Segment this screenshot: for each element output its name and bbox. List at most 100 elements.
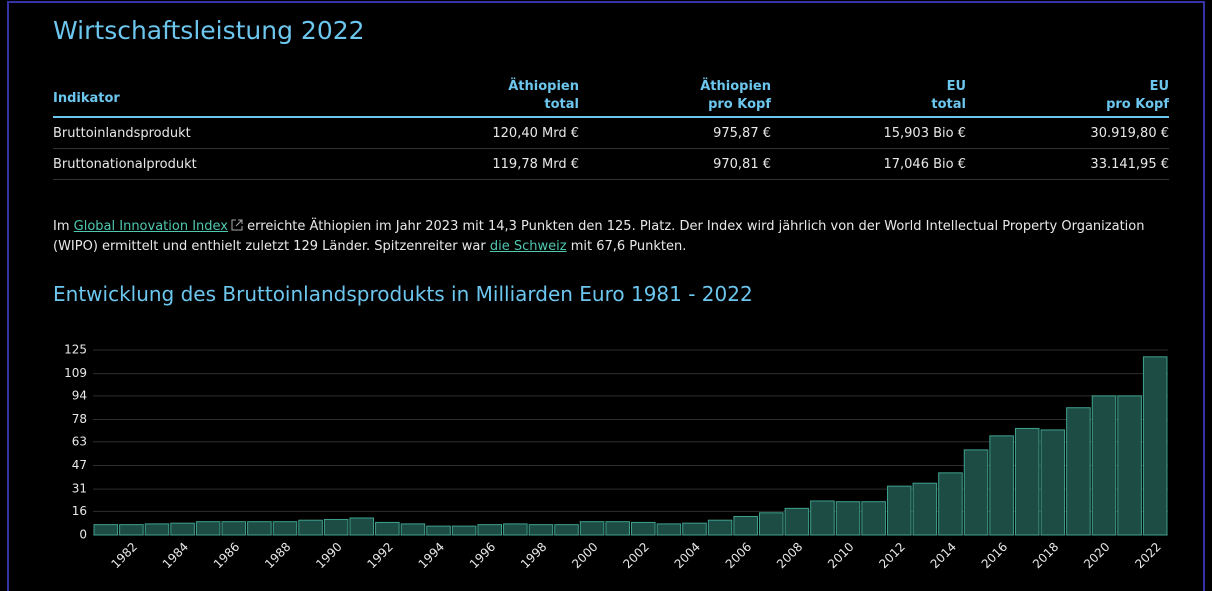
x-tick-label: 2016 <box>979 540 1010 571</box>
header-cell: Äthiopien total <box>253 78 579 118</box>
bar <box>1014 427 1040 536</box>
cell: 970,81 € <box>579 148 771 180</box>
x-tick-label: 2012 <box>876 540 907 571</box>
cell: 30.919,80 € <box>966 117 1169 149</box>
cell: Bruttonationalprodukt <box>53 148 253 180</box>
bar <box>759 512 784 536</box>
bar <box>1066 407 1091 536</box>
bar <box>938 472 963 536</box>
bar <box>144 523 170 536</box>
bar <box>528 524 554 536</box>
bar <box>1040 429 1066 536</box>
x-tick-label: 1996 <box>467 540 498 571</box>
cell: Bruttoinlandsprodukt <box>53 117 253 149</box>
x-tick-label: 1988 <box>262 540 293 571</box>
paragraph: Im Global Innovation Index erreichte Äth… <box>53 217 1163 257</box>
frame <box>7 1 1205 591</box>
y-tick-label: 78 <box>72 412 87 426</box>
x-tick-label: 1994 <box>416 540 447 571</box>
x-tick-label: 2000 <box>569 540 600 571</box>
bar <box>477 524 503 536</box>
bar <box>400 523 426 536</box>
header-text: total <box>931 97 966 112</box>
y-tick-label: 0 <box>79 528 87 542</box>
y-tick-label: 94 <box>72 388 87 402</box>
bar <box>707 519 733 536</box>
header-cell: Äthiopien pro Kopf <box>579 78 771 118</box>
y-tick-label: 109 <box>64 366 87 380</box>
bar <box>272 521 298 536</box>
bar <box>554 524 579 536</box>
bar <box>93 524 119 536</box>
text: Im <box>53 219 70 234</box>
x-tick-label: 1984 <box>160 540 191 571</box>
bar <box>503 523 528 536</box>
heading: Wirtschaftsleistung 2022 <box>53 16 365 45</box>
bar <box>682 522 707 536</box>
table: Indikator Äthiopien total Äthiopien pro Ko… <box>53 78 1169 180</box>
link[interactable]: die Schweiz <box>489 239 567 254</box>
x-tick-label: 2010 <box>825 540 856 571</box>
bar <box>1142 356 1168 536</box>
x-tick-label: 2006 <box>723 540 754 571</box>
header-text: Indikator <box>53 91 120 106</box>
bar <box>912 482 938 536</box>
x-tick-label: 1986 <box>211 540 242 571</box>
bar <box>119 524 144 536</box>
row: Bruttonationalprodukt 119,78 Mrd €970,81 … <box>53 148 1169 180</box>
bar <box>1091 395 1117 536</box>
bar <box>605 521 630 536</box>
header-text: pro Kopf <box>1106 97 1169 112</box>
external-link-icon <box>231 219 243 231</box>
bar <box>963 449 989 536</box>
text: mit 67,6 Punkten. <box>570 239 687 254</box>
x-tick-label: 1982 <box>108 540 139 571</box>
x-tick-label: 2008 <box>774 540 805 571</box>
chart-title: Entwicklung des Bruttoinlandsprodukts in… <box>53 282 753 306</box>
bar <box>1117 395 1142 536</box>
x-tick-label: 2022 <box>1132 540 1163 571</box>
bar <box>989 435 1014 536</box>
header-text: EU <box>946 79 966 94</box>
x-tick-label: 1990 <box>313 540 344 571</box>
x-tick-label: 2014 <box>928 540 959 571</box>
link[interactable]: Global Innovation Index <box>73 219 228 234</box>
x-tick-label: 2020 <box>1081 540 1112 571</box>
y-tick-label: 125 <box>64 343 87 357</box>
header-cell: Indikator <box>53 78 253 118</box>
bar <box>375 521 400 536</box>
cell: 119,78 Mrd € <box>253 148 579 180</box>
cell: 33.141,95 € <box>966 148 1169 180</box>
bar <box>451 525 477 536</box>
chart: 0 16 31 47 63 78 94 109 125 1982 1984 1986 1988 1990 1… <box>64 343 1168 571</box>
bar <box>298 519 323 536</box>
header-text: pro Kopf <box>708 97 771 112</box>
header-text: total <box>544 97 579 112</box>
cell: 15,903 Bio € <box>771 117 966 149</box>
bar <box>810 500 835 536</box>
x-tick-label: 2018 <box>1030 540 1061 571</box>
x-tick-label: 1992 <box>364 540 395 571</box>
x-tick-label: 2002 <box>620 540 651 571</box>
bar <box>656 523 682 536</box>
header-cell: EU pro Kopf <box>966 78 1169 118</box>
bar <box>426 525 451 536</box>
bar <box>579 521 605 536</box>
bar <box>861 501 886 536</box>
y-tick-label: 63 <box>72 434 87 448</box>
header-text: Äthiopien <box>700 79 771 94</box>
bar <box>323 518 349 536</box>
x-tick-label: 1998 <box>518 540 549 571</box>
bar <box>221 521 247 536</box>
y-tick-label: 47 <box>72 458 87 472</box>
bar <box>170 522 195 536</box>
header-text: EU <box>1149 79 1169 94</box>
bar <box>631 521 656 536</box>
header-cell: EU total <box>771 78 966 118</box>
header-text: Äthiopien <box>508 79 579 94</box>
cell: 975,87 € <box>579 117 771 149</box>
row: Bruttoinlandsprodukt 120,40 Mrd €975,87 €… <box>53 117 1169 149</box>
bar <box>733 516 758 536</box>
y-tick-label: 16 <box>72 504 87 518</box>
